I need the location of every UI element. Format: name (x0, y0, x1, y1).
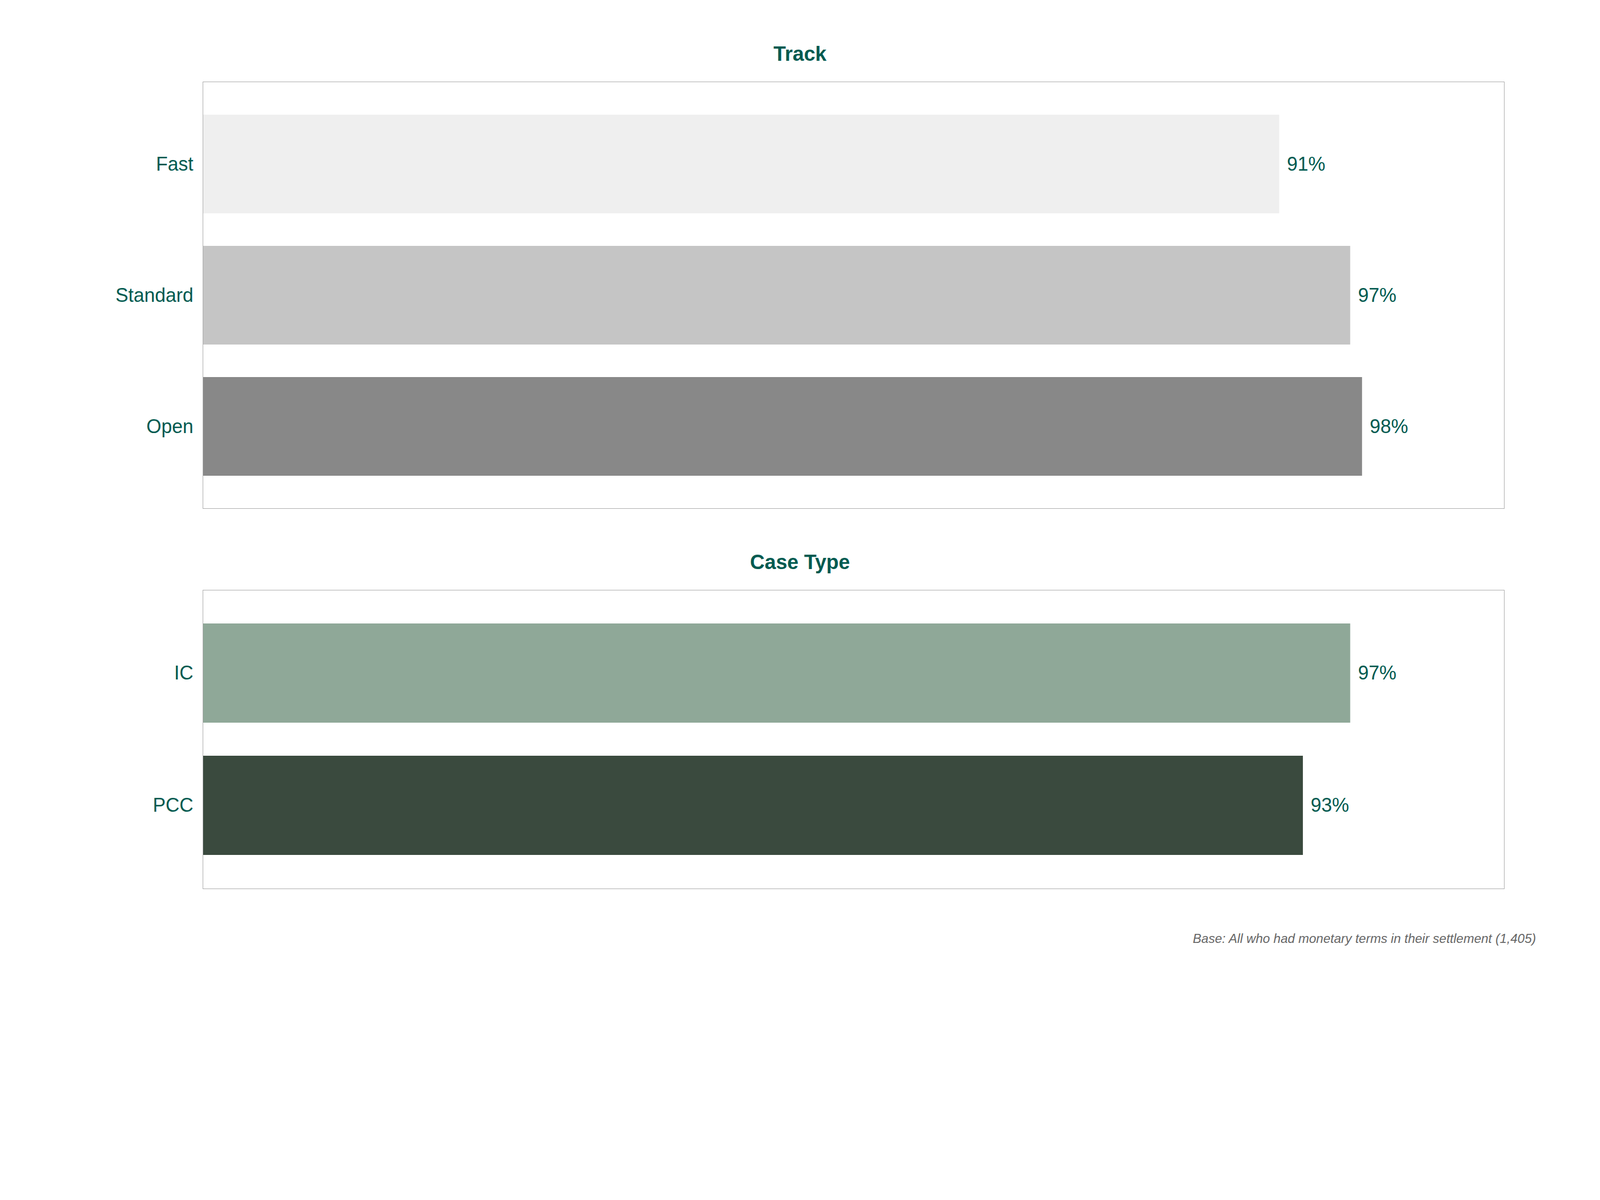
html-text:Track: Track (773, 42, 827, 66)
html-text:Case Type: Case Type (750, 550, 850, 574)
svg-text:97%: 97% (1357, 284, 1397, 307)
svg-text:93%: 93% (1310, 794, 1349, 816)
svg-text:91%: 91% (1286, 153, 1326, 175)
svg-text:IC: IC (174, 661, 194, 684)
svg-text:98%: 98% (1369, 415, 1408, 438)
html-text:Base: All who had monetary ter: Base: All who had monetary terms in thei… (1192, 931, 1536, 946)
svg-text:Standard: Standard (115, 284, 194, 307)
svg-text:Open: Open (146, 415, 194, 438)
svg-text:PCC: PCC (152, 794, 194, 816)
svg-text:Fast: Fast (155, 153, 194, 175)
svg-text:97%: 97% (1357, 661, 1397, 684)
